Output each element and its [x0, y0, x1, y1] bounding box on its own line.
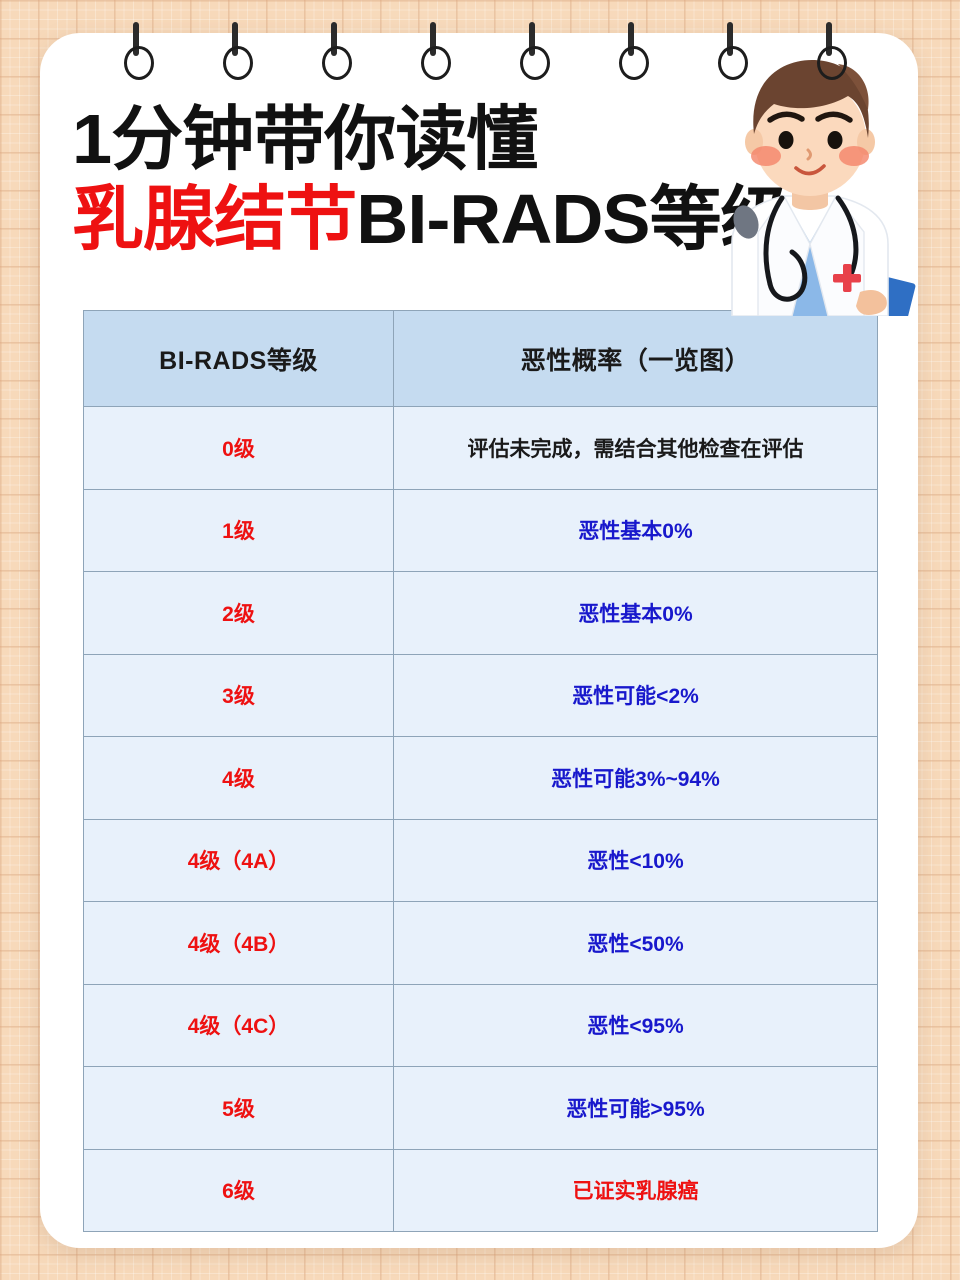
birads-table-container: BI-RADS等级 恶性概率（一览图） 0级 评估未完成，需结合其他检查在评估 1级… — [83, 310, 878, 1232]
table-row: 4级（4C） 恶性<95% — [83, 983, 878, 1067]
spiral-ring-icon — [617, 22, 649, 80]
column-header-grade: BI-RADS等级 — [83, 310, 394, 407]
table-row: 4级（4A） 恶性<10% — [83, 818, 878, 902]
probability-cell: 恶性可能>95% — [393, 1066, 878, 1150]
column-header-probability: 恶性概率（一览图） — [393, 310, 878, 407]
grade-cell: 3级 — [83, 653, 394, 737]
probability-cell: 已证实乳腺癌 — [393, 1148, 878, 1232]
table-row: 2级 恶性基本0% — [83, 571, 878, 655]
probability-cell: 恶性<10% — [393, 818, 878, 902]
grade-cell: 4级（4B） — [83, 901, 394, 985]
probability-cell: 评估未完成，需结合其他检查在评估 — [393, 406, 878, 490]
spiral-ring-icon — [419, 22, 451, 80]
probability-cell: 恶性<95% — [393, 983, 878, 1067]
grade-cell: 5级 — [83, 1066, 394, 1150]
table-row: 5级 恶性可能>95% — [83, 1066, 878, 1150]
table-row: 1级 恶性基本0% — [83, 488, 878, 572]
table-row: 4级 恶性可能3%~94% — [83, 736, 878, 820]
table-row: 6级 已证实乳腺癌 — [83, 1148, 878, 1232]
grade-cell: 1级 — [83, 488, 394, 572]
spiral-ring-icon — [815, 22, 847, 80]
grade-cell: 2级 — [83, 571, 394, 655]
spiral-binder — [0, 0, 960, 90]
table-body: 0级 评估未完成，需结合其他检查在评估 1级 恶性基本0% 2级 恶性基本0% 3级 恶性可能… — [83, 406, 878, 1232]
probability-cell: 恶性基本0% — [393, 571, 878, 655]
table-row: 4级（4B） 恶性<50% — [83, 901, 878, 985]
spiral-ring-icon — [518, 22, 550, 80]
spiral-ring-icon — [716, 22, 748, 80]
table-header-row: BI-RADS等级 恶性概率（一览图） — [83, 310, 878, 407]
spiral-ring-icon — [320, 22, 352, 80]
grade-cell: 4级 — [83, 736, 394, 820]
birads-table: BI-RADS等级 恶性概率（一览图） 0级 评估未完成，需结合其他检查在评估 1级… — [83, 310, 878, 1232]
table-row: 0级 评估未完成，需结合其他检查在评估 — [83, 406, 878, 490]
probability-cell: 恶性基本0% — [393, 488, 878, 572]
probability-cell: 恶性<50% — [393, 901, 878, 985]
title-suffix-black: BI-RADS等级 — [356, 180, 792, 258]
probability-cell: 恶性可能<2% — [393, 653, 878, 737]
spiral-ring-icon — [122, 22, 154, 80]
grade-cell: 4级（4C） — [83, 983, 394, 1067]
probability-cell: 恶性可能3%~94% — [393, 736, 878, 820]
grade-cell: 6级 — [83, 1148, 394, 1232]
title-line-2: 乳腺结节BI-RADS等级 — [72, 184, 793, 254]
title-highlight-red: 乳腺结节 — [72, 180, 357, 258]
spiral-ring-icon — [221, 22, 253, 80]
title-line-1: 1分钟带你读懂 — [72, 100, 539, 178]
grade-cell: 0级 — [83, 406, 394, 490]
table-row: 3级 恶性可能<2% — [83, 653, 878, 737]
page-title: 1分钟带你读懂 乳腺结节BI-RADS等级 — [72, 104, 793, 254]
grade-cell: 4级（4A） — [83, 818, 394, 902]
